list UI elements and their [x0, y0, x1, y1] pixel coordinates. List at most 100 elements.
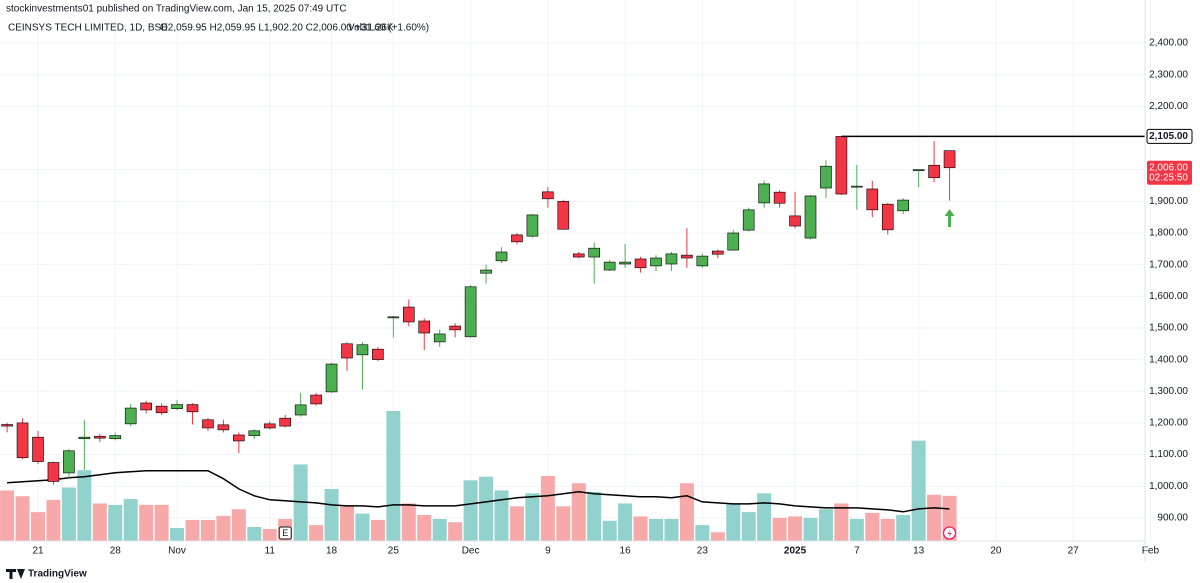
volume-bar: [185, 519, 200, 541]
candle-body: [696, 255, 709, 267]
volume-bar: [92, 503, 107, 541]
volume-bar: [788, 516, 803, 541]
x-tick-label: 2025: [784, 546, 807, 557]
candle-body: [263, 423, 276, 429]
volume-bar: [170, 528, 185, 541]
volume-bar: [741, 512, 756, 541]
x-tick-label: 13: [913, 546, 925, 557]
volume-bar: [77, 470, 92, 541]
x-tick-label: 27: [1068, 546, 1080, 557]
candle-body: [32, 436, 44, 462]
y-tick-label: 1,500.00: [1149, 323, 1188, 334]
candle-body: [711, 250, 724, 255]
earnings-box: [278, 526, 292, 540]
volume-bar: [247, 526, 262, 541]
volume-bar: [927, 494, 942, 541]
candle-body: [789, 215, 801, 227]
volume-bar: [803, 517, 818, 541]
volume-bar: [849, 518, 864, 541]
x-tick-label: 18: [326, 546, 338, 557]
y-tick-label: 1,200.00: [1149, 418, 1188, 429]
last-price-label: 2,006.00: [1149, 162, 1188, 173]
x-tick-label: 11: [265, 546, 276, 557]
volume-bar: [710, 532, 725, 541]
candle-body: [418, 320, 431, 334]
x-tick-label: 9: [545, 546, 551, 557]
volume-bar: [370, 519, 385, 541]
volume-bar: [633, 516, 648, 541]
volume-bar: [123, 499, 138, 541]
y-tick-label: 1,600.00: [1149, 291, 1188, 302]
candle-body: [1, 424, 13, 427]
candle-body: [171, 404, 183, 409]
volume-bar: [834, 503, 849, 541]
level-label: 2,105.00: [1149, 131, 1188, 142]
candle-body: [665, 253, 678, 265]
tv-logo: [6, 569, 25, 579]
volume-bar: [571, 483, 586, 541]
candle-body: [464, 286, 477, 338]
candle-body: [588, 247, 601, 258]
volume-bar: [525, 493, 540, 541]
candle-body: [217, 424, 230, 431]
candle-body: [773, 191, 786, 204]
volume-bar: [818, 509, 833, 541]
candle-body: [495, 251, 508, 262]
volume-bar: [726, 503, 741, 541]
last-price-box: [1147, 160, 1192, 185]
volume-bar: [293, 464, 308, 541]
volume-bar: [386, 411, 401, 541]
volume-bar: [679, 483, 694, 541]
x-tick-label: 7: [854, 546, 860, 557]
candle-body: [727, 232, 740, 251]
footer-brand: TradingView: [28, 569, 87, 580]
volume-bar: [896, 515, 911, 541]
candle-body: [542, 191, 554, 200]
y-tick-label: 2,300.00: [1149, 69, 1188, 80]
candle-body: [433, 333, 446, 343]
candle-body: [341, 343, 353, 359]
x-tick-label: Nov: [168, 546, 186, 557]
volume-bar: [61, 487, 76, 541]
volume-bar: [540, 476, 555, 541]
y-tick-label: 1,700.00: [1149, 259, 1188, 270]
candle-body: [325, 363, 338, 393]
candle-body: [897, 199, 910, 212]
x-tick-label: 16: [620, 546, 632, 557]
volume-bar: [618, 503, 633, 541]
y-tick-label: 1,000.00: [1149, 481, 1188, 492]
candle-body: [94, 435, 106, 439]
candle-body: [835, 136, 848, 195]
volume-bar: [340, 506, 354, 541]
candle-body: [881, 203, 894, 231]
volume-bar: [448, 522, 463, 541]
axes: 900.00 1,000.00 1,100.00 1,200.00 1,300.00 1,…: [32, 38, 1193, 557]
candle-body: [310, 394, 322, 405]
x-tick-label: 21: [32, 546, 44, 557]
candle-body: [294, 404, 307, 416]
volume-bar: [262, 529, 277, 541]
candle-body: [402, 306, 415, 323]
volume-bar: [108, 504, 123, 541]
volume-ma-line: [7, 469, 950, 513]
candle-body: [202, 419, 214, 429]
volume-bar: [46, 499, 61, 541]
candle-body: [634, 258, 647, 269]
grid: [0, 0, 1151, 541]
published-note: stockinvestments01 published on TradingV…: [6, 4, 347, 15]
volume-bar: [432, 518, 447, 541]
alert-bolt: [947, 529, 952, 538]
y-tick-label: 1,400.00: [1149, 354, 1188, 365]
y-tick-label: 900.00: [1157, 513, 1188, 524]
y-tick-label: 1,300.00: [1149, 386, 1188, 397]
volume-bar: [602, 520, 617, 541]
candle-body: [233, 434, 245, 442]
candle-body: [16, 422, 29, 459]
volume-bar: [556, 506, 571, 541]
candle-body: [449, 325, 461, 331]
candle-body: [912, 169, 925, 171]
volume-bar: [587, 491, 602, 541]
volume-bar: [757, 493, 772, 541]
